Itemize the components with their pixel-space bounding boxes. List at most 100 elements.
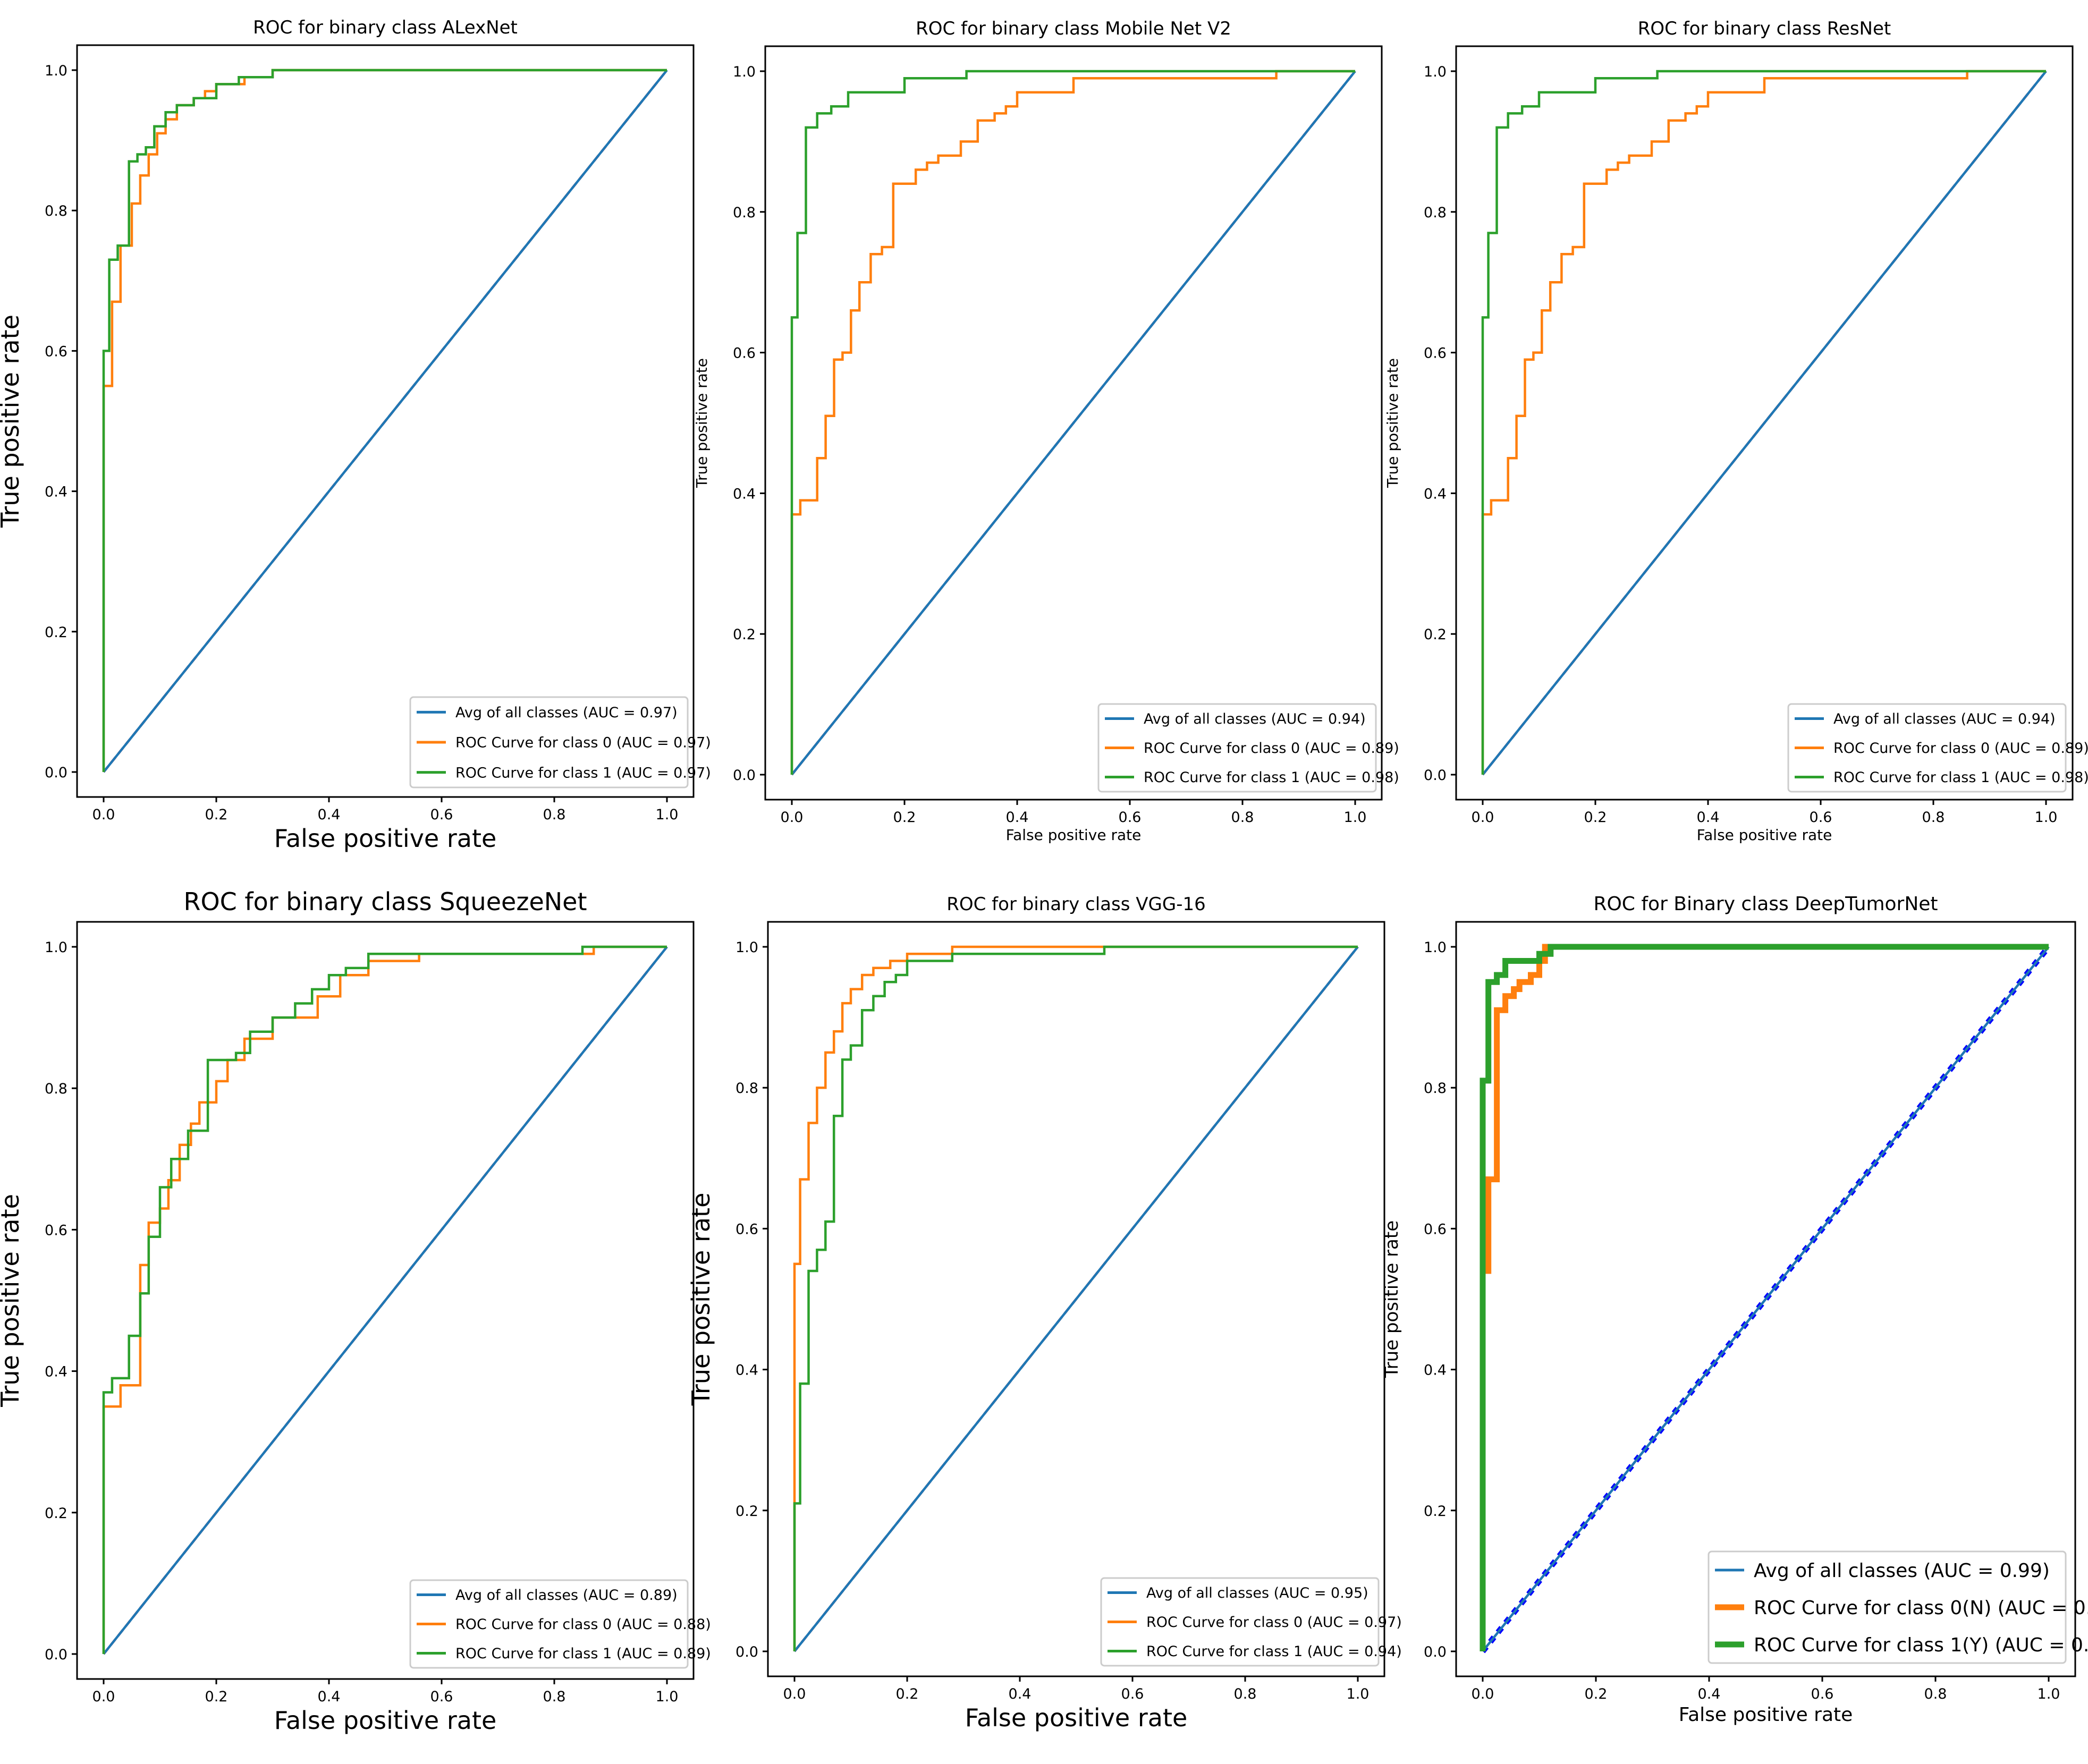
y-tick-label: 0.8 bbox=[733, 205, 756, 221]
y-tick-label: 1.0 bbox=[45, 63, 67, 79]
y-tick-label: 1.0 bbox=[45, 939, 67, 956]
chart-title: ROC for binary class ResNet bbox=[1638, 18, 1891, 39]
y-tick-label: 0.4 bbox=[736, 1362, 758, 1379]
x-tick-label: 1.0 bbox=[656, 807, 679, 823]
x-tick-label: 0.6 bbox=[1119, 809, 1142, 826]
x-tick-label: 0.4 bbox=[318, 807, 341, 823]
x-tick-label: 0.0 bbox=[1472, 1686, 1494, 1702]
y-tick-label: 0.2 bbox=[733, 626, 756, 643]
x-tick-label: 0.2 bbox=[1585, 1686, 1608, 1702]
x-tick-label: 0.0 bbox=[1472, 809, 1494, 826]
x-tick-label: 0.0 bbox=[92, 807, 115, 823]
roc-series-line bbox=[102, 945, 667, 1654]
legend: Avg of all classes (AUC = 0.95) ROC Curve… bbox=[1100, 1577, 1402, 1667]
legend-entry: Avg of all classes (AUC = 0.94) bbox=[1833, 711, 2056, 727]
roc-panel-2: ROC for binary class Mobile Net V2 0.0 0.2… bbox=[693, 18, 1399, 844]
chart-title: ROC for binary class SqueezeNet bbox=[183, 887, 587, 916]
legend-entry: ROC Curve for class 0 (AUC = 0.97) bbox=[455, 735, 711, 751]
legend-entry: ROC Curve for class 1 (AUC = 0.98) bbox=[1144, 769, 1399, 786]
y-tick-label: 0.8 bbox=[1424, 205, 1447, 221]
x-tick-label: 0.8 bbox=[1922, 809, 1945, 826]
x-axis-label: False positive rate bbox=[965, 1703, 1188, 1732]
x-tick-label: 0.6 bbox=[430, 1689, 453, 1705]
roc-series-line bbox=[790, 70, 1355, 775]
legend-box bbox=[409, 1579, 689, 1669]
y-tick-label: 0.6 bbox=[45, 1222, 67, 1239]
x-tick-label: 0.2 bbox=[1584, 809, 1607, 826]
x-tick-label: 0.2 bbox=[205, 807, 228, 823]
x-tick-label: 0.0 bbox=[92, 1689, 115, 1705]
y-tick-label: 0.2 bbox=[736, 1503, 758, 1520]
x-tick-label: 0.8 bbox=[1234, 1686, 1257, 1702]
x-axis-label: False positive rate bbox=[1679, 1704, 1853, 1726]
y-tick-label: 0.2 bbox=[1424, 626, 1447, 643]
roc-panel-1: ROC for binary class ALexNet 0.0 0.2 0.4 0.6… bbox=[0, 17, 711, 853]
legend-box bbox=[1787, 703, 2067, 793]
y-tick-label: 0.0 bbox=[733, 767, 756, 784]
roc-series-line bbox=[1480, 944, 2049, 1651]
legend-entry: ROC Curve for class 0(N) (AUC = 0.98) bbox=[1754, 1597, 2088, 1619]
legend-box bbox=[409, 696, 689, 788]
chart-title: ROC for Binary class DeepTumorNet bbox=[1593, 893, 1938, 915]
y-tick-label: 0.4 bbox=[733, 486, 756, 502]
y-tick-label: 0.8 bbox=[45, 1081, 67, 1097]
y-tick-label: 0.0 bbox=[45, 1647, 67, 1663]
x-tick-label: 0.0 bbox=[783, 1686, 806, 1702]
x-tick-label: 0.4 bbox=[1697, 809, 1720, 826]
legend: Avg of all classes (AUC = 0.94) ROC Curve… bbox=[1787, 703, 2088, 793]
legend-entry: Avg of all classes (AUC = 0.99) bbox=[1754, 1560, 2050, 1582]
legend-entry: Avg of all classes (AUC = 0.97) bbox=[455, 705, 678, 721]
x-tick-label: 0.8 bbox=[1231, 809, 1254, 826]
chart-title: ROC for binary class ALexNet bbox=[253, 17, 518, 38]
y-tick-label: 0.6 bbox=[736, 1221, 758, 1237]
y-tick-label: 0.0 bbox=[736, 1644, 758, 1660]
y-tick-label: 0.4 bbox=[1424, 486, 1447, 502]
y-tick-label: 1.0 bbox=[1424, 939, 1447, 956]
roc-series-line bbox=[793, 945, 1358, 1651]
x-tick-label: 0.2 bbox=[896, 1686, 919, 1702]
plot-frame bbox=[1455, 921, 2076, 1677]
y-axis-label: True positive rate bbox=[0, 1194, 24, 1407]
legend-entry: ROC Curve for class 0 (AUC = 0.97) bbox=[1146, 1614, 1402, 1631]
y-axis-label: True positive rate bbox=[1384, 358, 1401, 488]
roc-panel-3: ROC for binary class ResNet 0.0 0.2 0.4 0.6 0… bbox=[1384, 18, 2088, 844]
roc-series-line bbox=[1481, 70, 2046, 775]
y-tick-label: 0.4 bbox=[45, 484, 67, 501]
y-tick-label: 0.0 bbox=[1424, 1644, 1447, 1660]
x-tick-label: 0.8 bbox=[1924, 1686, 1947, 1702]
x-tick-label: 1.0 bbox=[1344, 809, 1367, 826]
plot-frame bbox=[767, 921, 1385, 1677]
y-tick-label: 0.6 bbox=[733, 345, 756, 362]
y-tick-label: 0.6 bbox=[1424, 345, 1447, 362]
y-tick-label: 1.0 bbox=[736, 939, 758, 956]
legend-entry: ROC Curve for class 1 (AUC = 0.97) bbox=[455, 765, 711, 781]
y-tick-label: 0.8 bbox=[736, 1080, 758, 1097]
y-tick-label: 0.6 bbox=[1424, 1221, 1447, 1237]
chart-title: ROC for binary class Mobile Net V2 bbox=[916, 18, 1231, 39]
plot-frame bbox=[76, 44, 695, 798]
y-tick-label: 0.4 bbox=[1424, 1362, 1447, 1379]
y-tick-label: 0.0 bbox=[1424, 767, 1447, 784]
y-axis-label: True positive rate bbox=[687, 1193, 715, 1406]
y-axis-label: True positive rate bbox=[693, 358, 711, 488]
legend: Avg of all classes (AUC = 0.99) ROC Curve… bbox=[1707, 1550, 2088, 1664]
x-tick-label: 0.6 bbox=[430, 807, 453, 823]
x-tick-label: 0.4 bbox=[318, 1689, 341, 1705]
roc-series-line bbox=[103, 69, 668, 773]
legend-entry: ROC Curve for class 1 (AUC = 0.89) bbox=[455, 1646, 711, 1662]
x-tick-label: 0.2 bbox=[893, 809, 916, 826]
legend-entry: ROC Curve for class 0 (AUC = 0.88) bbox=[455, 1616, 711, 1633]
chart-title: ROC for binary class VGG-16 bbox=[946, 894, 1206, 915]
y-tick-label: 0.2 bbox=[1424, 1503, 1447, 1520]
x-tick-label: 0.6 bbox=[1121, 1686, 1144, 1702]
y-tick-label: 0.0 bbox=[45, 765, 67, 781]
legend-entry: Avg of all classes (AUC = 0.95) bbox=[1146, 1585, 1368, 1601]
legend-entry: ROC Curve for class 0 (AUC = 0.89) bbox=[1144, 740, 1399, 757]
legend-box bbox=[1707, 1550, 2067, 1664]
y-tick-label: 0.6 bbox=[45, 343, 67, 360]
roc-series-line bbox=[791, 70, 1356, 776]
x-axis-label: False positive rate bbox=[274, 824, 497, 853]
legend-box bbox=[1097, 703, 1377, 793]
x-tick-label: 0.8 bbox=[543, 807, 566, 823]
